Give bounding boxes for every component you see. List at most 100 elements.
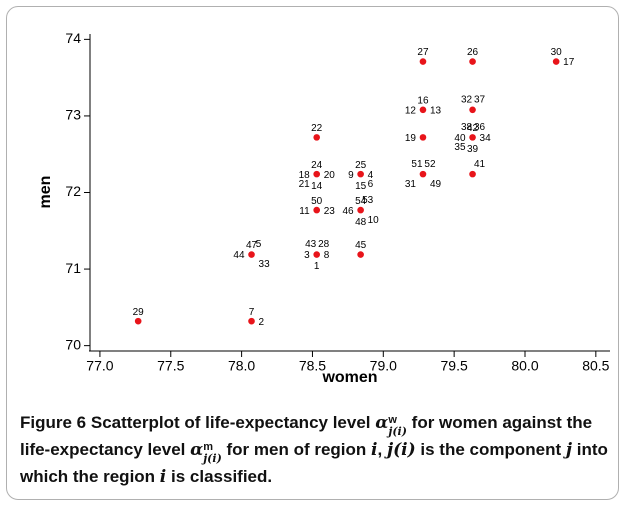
point-label: 15 <box>355 181 367 192</box>
y-tick-label: 72 <box>65 183 81 199</box>
point-label: 8 <box>324 250 330 261</box>
math-sup: w <box>388 414 397 426</box>
math-index: w j(i) <box>388 414 407 438</box>
point-label: 2 <box>259 317 265 328</box>
point-label: 44 <box>233 250 245 261</box>
point-label: 34 <box>480 133 492 144</box>
point <box>357 170 364 178</box>
point-label: 21 <box>299 179 311 190</box>
point <box>469 106 476 114</box>
point <box>313 134 321 141</box>
point-label: 42 <box>467 123 479 134</box>
x-tick-label: 79.0 <box>370 358 397 374</box>
caption-label: Figure 6 <box>20 413 87 432</box>
math-sub: j(i) <box>203 452 222 465</box>
math: j <box>565 440 573 460</box>
point <box>469 170 476 178</box>
point <box>357 206 364 214</box>
point-label: 13 <box>430 105 442 116</box>
y-tick-label: 74 <box>65 30 81 46</box>
point-label: 17 <box>563 57 575 68</box>
point <box>419 134 427 141</box>
x-axis-label: women <box>321 369 377 386</box>
caption-text: is the component <box>420 440 562 459</box>
point-label: 30 <box>551 47 563 58</box>
point <box>469 58 476 65</box>
point-label: 54 <box>355 196 367 207</box>
math: j(i) <box>386 440 416 460</box>
point-label: 39 <box>467 144 479 155</box>
point-label: 33 <box>259 259 271 270</box>
point-label: 19 <box>405 133 417 144</box>
point-label: 29 <box>133 307 145 318</box>
point-label: 36 <box>474 122 486 133</box>
caption-text: , <box>377 440 383 459</box>
point-label: 50 <box>311 196 323 207</box>
caption-text: for women against the life-expectancy le… <box>20 413 593 459</box>
x-tick-label: 77.5 <box>157 358 184 374</box>
chart: women men 77.0 77.5 78.0 78.5 79.0 79.5 80.0 80… <box>37 30 610 386</box>
point-label: 46 <box>343 206 355 217</box>
point <box>419 170 427 178</box>
caption: Figure 6 Scatterplot of life-expectancy … <box>20 410 610 490</box>
y-tick-label: 73 <box>65 107 81 123</box>
point-label: 9 <box>348 170 354 181</box>
math: α <box>190 440 204 460</box>
point-label: 27 <box>417 47 429 58</box>
point <box>419 106 427 114</box>
point-label: 32 <box>461 94 473 105</box>
math: α <box>375 413 389 433</box>
math-index: m j(i) <box>203 441 222 465</box>
point <box>313 170 321 178</box>
point-label: 25 <box>355 160 367 171</box>
math-sup: m <box>203 441 213 453</box>
point-label: 37 <box>474 94 486 105</box>
point-label: 26 <box>467 47 479 58</box>
point-label: 10 <box>368 215 380 226</box>
point <box>419 58 427 65</box>
point-label: 43 <box>305 239 317 250</box>
point-label: 52 <box>424 159 436 170</box>
point-label: 3 <box>304 250 310 261</box>
point-label: 12 <box>405 105 417 116</box>
x-tick-label: 78.5 <box>299 358 326 374</box>
caption-text: Scatterplot of life-expectancy level <box>90 413 371 432</box>
point-label: 45 <box>355 240 367 251</box>
y-axis-label: men <box>37 176 54 209</box>
point-label: 31 <box>405 179 417 190</box>
x-tick-label: 80.0 <box>511 358 538 374</box>
x-tick-label: 78.0 <box>228 358 255 374</box>
caption-text: into which the region <box>20 440 608 486</box>
point-label: 48 <box>355 217 367 228</box>
point <box>313 206 321 214</box>
point-label: 6 <box>368 179 374 190</box>
figure-frame <box>6 6 619 500</box>
point <box>134 317 142 325</box>
point-label: 40 <box>454 133 466 144</box>
point-label: 16 <box>417 95 429 106</box>
caption-text: is classified. <box>171 467 273 486</box>
x-tick-label: 80.5 <box>582 358 609 374</box>
math: i <box>371 440 378 460</box>
point-label: 47 <box>246 240 258 251</box>
point <box>248 317 255 325</box>
point-label: 41 <box>474 159 486 170</box>
x-tick-label: 77.0 <box>86 358 113 374</box>
point-label: 1 <box>314 261 320 272</box>
point-label: 14 <box>311 181 323 192</box>
point-label: 28 <box>318 239 330 250</box>
point <box>248 251 255 258</box>
point-label: 22 <box>311 123 323 134</box>
point-label: 18 <box>299 170 311 181</box>
point-label: 7 <box>249 307 255 318</box>
math-sub: j(i) <box>388 425 407 438</box>
y-tick-label: 71 <box>65 260 81 276</box>
point-label: 51 <box>411 159 423 170</box>
point-label: 5 <box>256 239 262 250</box>
point-label: 35 <box>454 142 466 153</box>
point-label: 53 <box>362 195 374 206</box>
point-label: 23 <box>324 206 336 217</box>
point-label: 49 <box>430 179 442 190</box>
point-label: 11 <box>299 206 310 217</box>
